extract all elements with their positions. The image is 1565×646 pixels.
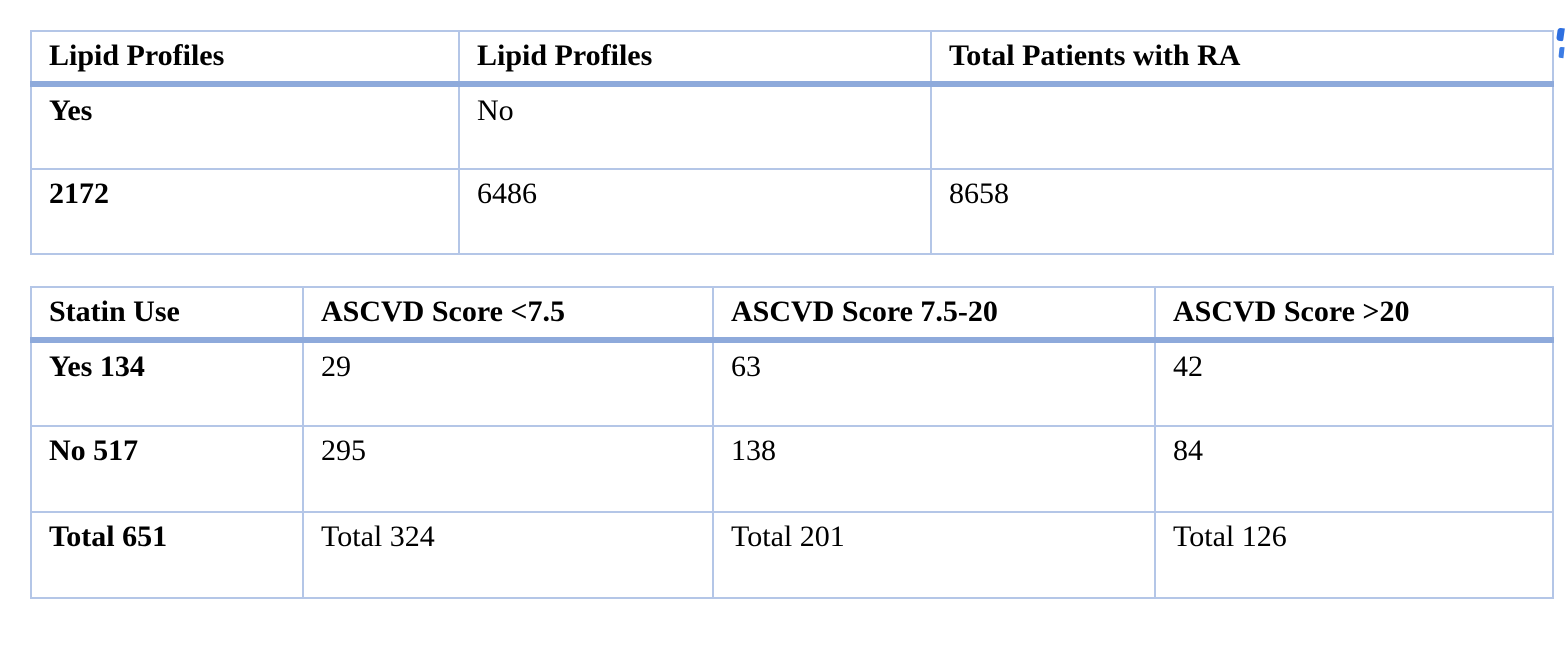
statin-total-row: Total 651 Total 324 Total 201 Total 126	[30, 511, 1554, 599]
table1-cell-no-count[interactable]: 6486	[458, 168, 932, 255]
statin-use-ascvd-table: Statin Use ASCVD Score <7.5 ASCVD Score …	[30, 286, 1554, 599]
table2-header-statin-use[interactable]: Statin Use	[30, 286, 304, 343]
table2-cell-total-gt20[interactable]: Total 126	[1154, 511, 1554, 599]
table1-cell-yes-label[interactable]: Yes	[30, 83, 460, 170]
table1-cell-no-label[interactable]: No	[458, 83, 932, 170]
lipid-profiles-header-row: Lipid Profiles Lipid Profiles Total Pati…	[30, 30, 1554, 87]
table2-cell-yes-75-20[interactable]: 63	[712, 339, 1156, 427]
table2-header-ascvd-gt-20[interactable]: ASCVD Score >20	[1154, 286, 1554, 343]
table2-cell-no-lt75[interactable]: 295	[302, 425, 714, 513]
table1-header-lipid-profiles-no[interactable]: Lipid Profiles	[458, 30, 932, 87]
table2-cell-no-75-20[interactable]: 138	[712, 425, 1156, 513]
table2-cell-total-all[interactable]: Total 651	[30, 511, 304, 599]
clipped-annotation-mark-bottom	[1558, 46, 1565, 59]
statin-use-header-row: Statin Use ASCVD Score <7.5 ASCVD Score …	[30, 286, 1554, 343]
table1-cell-total-count[interactable]: 8658	[930, 168, 1554, 255]
table1-header-lipid-profiles-yes[interactable]: Lipid Profiles	[30, 30, 460, 87]
lipid-profiles-values-row: 2172 6486 8658	[30, 168, 1554, 255]
lipid-profiles-label-row: Yes No	[30, 83, 1554, 170]
table2-cell-yes-gt20[interactable]: 42	[1154, 339, 1554, 427]
table2-cell-no-total[interactable]: No 517	[30, 425, 304, 513]
table1-cell-empty[interactable]	[930, 83, 1554, 170]
table2-cell-no-gt20[interactable]: 84	[1154, 425, 1554, 513]
clipped-annotation-mark-top	[1556, 27, 1565, 42]
table1-header-total-patients-ra[interactable]: Total Patients with RA	[930, 30, 1554, 87]
table1-cell-yes-count[interactable]: 2172	[30, 168, 460, 255]
table2-cell-total-lt75[interactable]: Total 324	[302, 511, 714, 599]
statin-yes-row: Yes 134 29 63 42	[30, 339, 1554, 427]
table2-cell-yes-lt75[interactable]: 29	[302, 339, 714, 427]
statin-no-row: No 517 295 138 84	[30, 425, 1554, 513]
table2-cell-total-75-20[interactable]: Total 201	[712, 511, 1156, 599]
lipid-profiles-table: Lipid Profiles Lipid Profiles Total Pati…	[30, 30, 1554, 255]
clipped-annotation-marks	[1552, 27, 1565, 62]
table2-cell-yes-total[interactable]: Yes 134	[30, 339, 304, 427]
table2-header-ascvd-lt-7-5[interactable]: ASCVD Score <7.5	[302, 286, 714, 343]
table2-header-ascvd-7-5-20[interactable]: ASCVD Score 7.5-20	[712, 286, 1156, 343]
